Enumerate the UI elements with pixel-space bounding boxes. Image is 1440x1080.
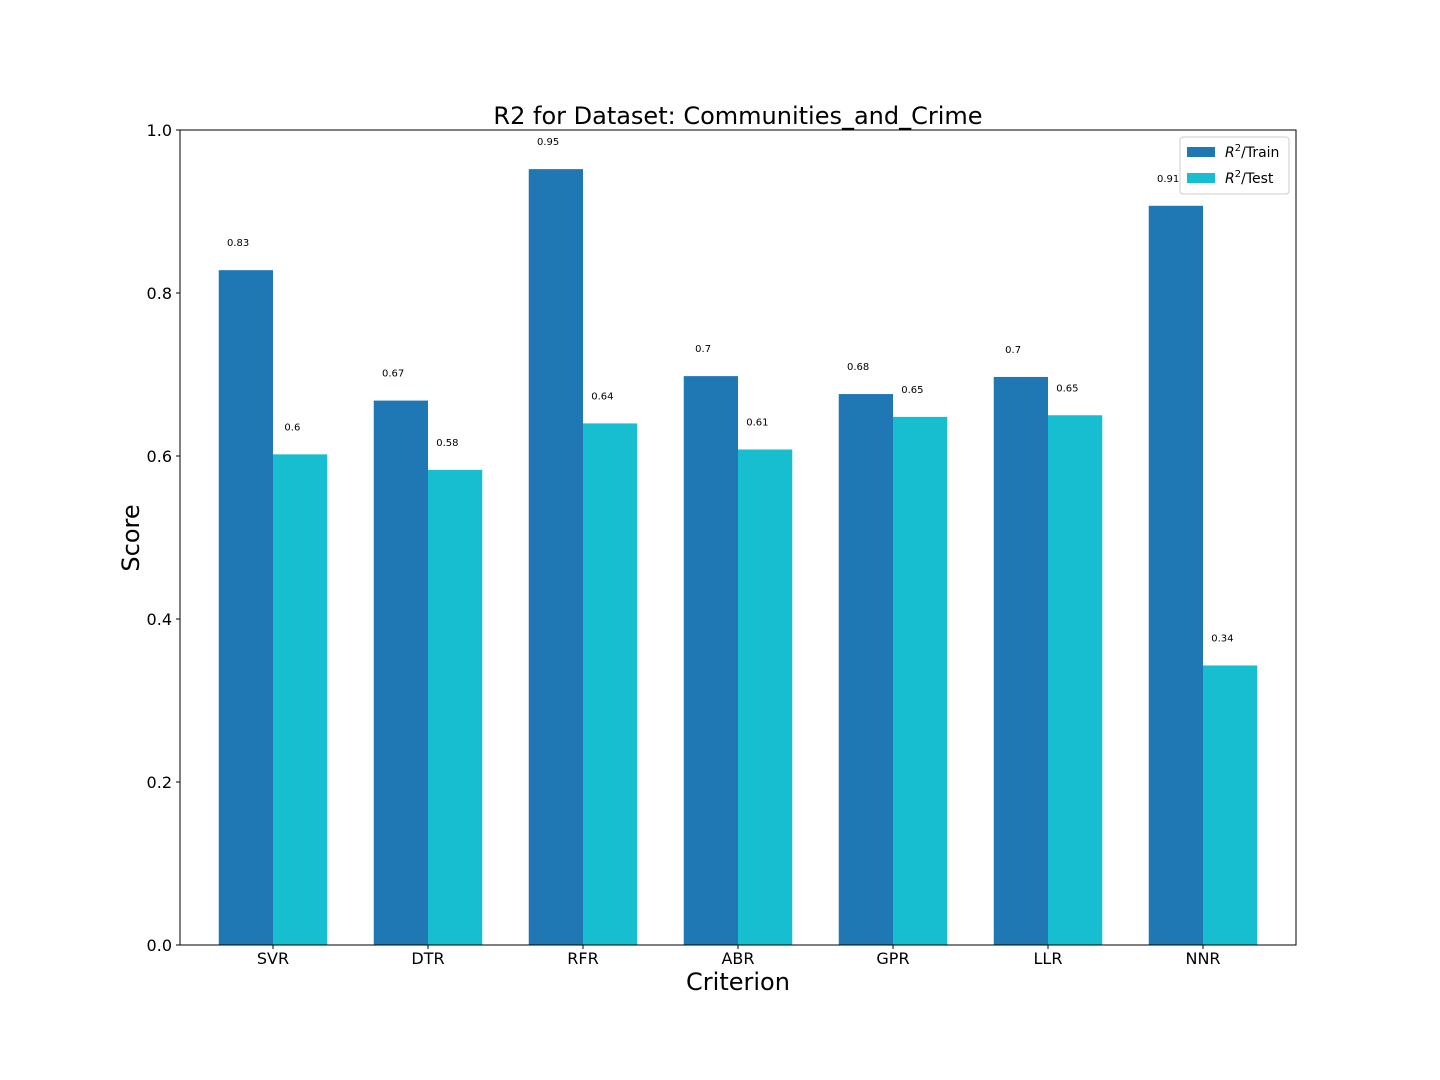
bar-gpr-train	[838, 394, 893, 945]
x-tick-label-gpr: GPR	[876, 949, 909, 968]
legend-swatch-test	[1187, 173, 1215, 183]
data-label-svr-test: 0.6	[284, 422, 300, 433]
data-label-llr-train: 0.7	[1005, 345, 1021, 356]
data-label-rfr-test: 0.64	[591, 391, 613, 402]
bar-llr-test	[1048, 415, 1103, 945]
bar-gpr-test	[893, 416, 948, 945]
bars-layer	[218, 169, 1258, 946]
data-label-dtr-train: 0.67	[382, 369, 404, 380]
data-label-nnr-test: 0.34	[1211, 633, 1233, 644]
x-tick-label-nnr: NNR	[1185, 949, 1220, 968]
bar-dtr-train	[373, 400, 428, 946]
data-label-gpr-test: 0.65	[901, 385, 923, 396]
bar-svr-train	[218, 270, 273, 945]
legend: R2/Train R2/Test	[1179, 136, 1290, 195]
data-label-llr-test: 0.65	[1056, 383, 1078, 394]
y-tick-label: 0.8	[147, 284, 172, 303]
data-label-rfr-train: 0.95	[537, 137, 559, 148]
bar-nnr-train	[1148, 205, 1203, 946]
y-tick-label: 0.6	[147, 447, 172, 466]
bar-abr-test	[738, 449, 793, 945]
bar-svr-test	[273, 454, 328, 945]
data-labels-layer: 0.83 0.67 0.95 0.7 0.68 0.7 0.91 0.6 0.58 0.64 0.6…	[227, 137, 1234, 644]
data-label-abr-train: 0.7	[695, 344, 711, 355]
legend-label-test: R2/Test	[1225, 169, 1274, 187]
legend-label-train: R2/Train	[1225, 143, 1279, 161]
data-label-gpr-train: 0.68	[847, 362, 869, 373]
data-label-dtr-test: 0.58	[436, 438, 458, 449]
y-tick-label: 0.2	[147, 773, 172, 792]
data-label-abr-test: 0.61	[746, 417, 768, 428]
bar-llr-train	[993, 376, 1048, 945]
bar-dtr-test	[428, 469, 483, 945]
x-tick-label-llr: LLR	[1034, 949, 1063, 968]
y-axis-title: Score	[117, 504, 145, 571]
x-tick-label-svr: SVR	[257, 949, 289, 968]
bar-nnr-test	[1203, 665, 1258, 945]
x-tick-label-abr: ABR	[721, 949, 754, 968]
y-tick-label: 0.0	[147, 936, 172, 955]
data-label-svr-train: 0.83	[227, 238, 249, 249]
y-tick-label: 1.0	[147, 121, 172, 140]
bar-rfr-train	[528, 169, 583, 945]
x-tick-label-rfr: RFR	[567, 949, 598, 968]
x-axis: SVR DTR RFR ABR GPR LLR NNR	[257, 945, 1221, 968]
y-tick-label: 0.4	[147, 610, 172, 629]
x-axis-title: Criterion	[686, 968, 790, 996]
data-label-nnr-train: 0.91	[1157, 174, 1179, 185]
y-axis: 0.0 0.2 0.4 0.6 0.8 1.0	[147, 121, 180, 955]
bar-abr-train	[683, 376, 738, 945]
chart-title: R2 for Dataset: Communities_and_Crime	[493, 102, 982, 130]
legend-swatch-train	[1187, 147, 1215, 157]
x-tick-label-dtr: DTR	[411, 949, 444, 968]
bar-rfr-test	[583, 423, 638, 945]
